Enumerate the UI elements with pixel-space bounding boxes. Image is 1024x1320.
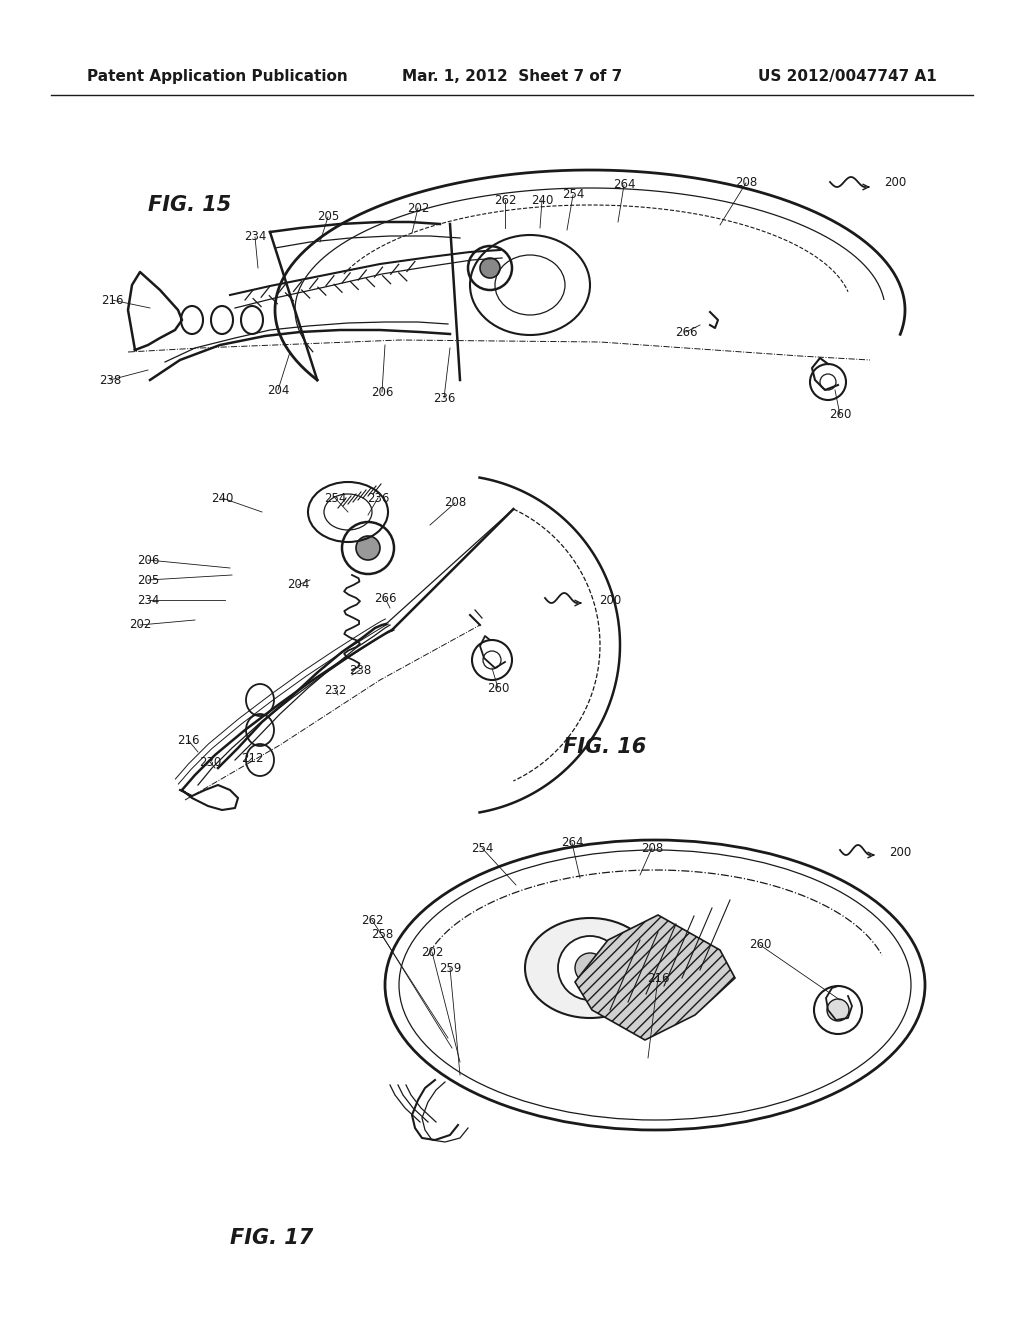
Text: 262: 262 [494, 194, 516, 206]
Text: 238: 238 [99, 374, 121, 387]
Polygon shape [575, 915, 735, 1040]
Text: 204: 204 [287, 578, 309, 591]
Text: 216: 216 [100, 293, 123, 306]
Text: 259: 259 [439, 961, 461, 974]
Text: 200: 200 [884, 177, 906, 190]
Circle shape [558, 936, 622, 1001]
Text: 260: 260 [749, 939, 771, 952]
Text: 206: 206 [137, 553, 159, 566]
Text: 264: 264 [561, 837, 584, 850]
Text: 230: 230 [199, 755, 221, 768]
Text: 264: 264 [612, 178, 635, 191]
Text: 254: 254 [471, 842, 494, 854]
Text: US 2012/0047747 A1: US 2012/0047747 A1 [758, 69, 937, 84]
Text: 200: 200 [889, 846, 911, 858]
Text: FIG. 16: FIG. 16 [563, 737, 646, 756]
Ellipse shape [525, 917, 655, 1018]
Text: 266: 266 [675, 326, 697, 338]
Circle shape [480, 257, 500, 279]
Text: 236: 236 [367, 491, 389, 504]
Text: 240: 240 [530, 194, 553, 206]
Text: 262: 262 [360, 913, 383, 927]
Text: FIG. 17: FIG. 17 [230, 1228, 313, 1247]
Circle shape [356, 536, 380, 560]
Text: 205: 205 [137, 573, 159, 586]
Text: 236: 236 [433, 392, 456, 404]
Text: Mar. 1, 2012  Sheet 7 of 7: Mar. 1, 2012 Sheet 7 of 7 [401, 69, 623, 84]
Text: 216: 216 [177, 734, 200, 747]
Text: 238: 238 [349, 664, 371, 676]
Text: 208: 208 [735, 177, 757, 190]
Text: 208: 208 [641, 842, 664, 854]
Text: 260: 260 [828, 408, 851, 421]
Text: 202: 202 [421, 945, 443, 958]
Text: 254: 254 [562, 189, 584, 202]
Text: 260: 260 [486, 681, 509, 694]
Circle shape [575, 953, 605, 983]
Text: 240: 240 [211, 491, 233, 504]
Text: 200: 200 [599, 594, 622, 606]
Text: Patent Application Publication: Patent Application Publication [87, 69, 348, 84]
Text: FIG. 15: FIG. 15 [148, 195, 231, 215]
Text: 202: 202 [129, 619, 152, 631]
Text: 254: 254 [324, 491, 346, 504]
Text: 205: 205 [316, 210, 339, 223]
Text: 232: 232 [324, 684, 346, 697]
Text: 258: 258 [371, 928, 393, 941]
Text: 212: 212 [241, 751, 263, 764]
Text: 234: 234 [137, 594, 159, 606]
Circle shape [827, 999, 849, 1020]
Text: 234: 234 [244, 231, 266, 243]
Text: 208: 208 [443, 496, 466, 510]
Text: 216: 216 [647, 972, 670, 985]
Text: 204: 204 [267, 384, 289, 396]
Text: 202: 202 [407, 202, 429, 214]
Text: 266: 266 [374, 591, 396, 605]
Text: 206: 206 [371, 385, 393, 399]
